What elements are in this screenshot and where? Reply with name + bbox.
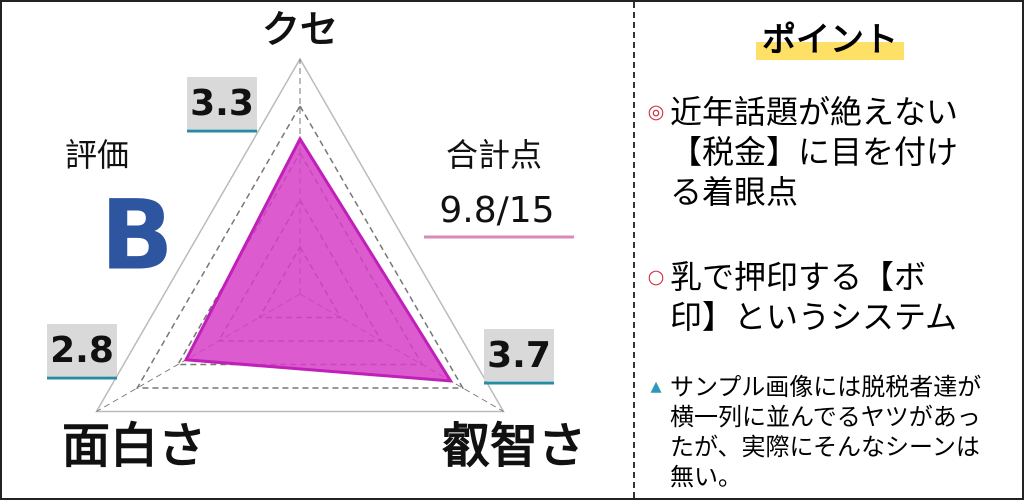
value-label: 3.3 <box>190 83 254 124</box>
value-bg <box>47 324 117 376</box>
data-area <box>183 135 454 383</box>
axis-label: 叡智さ <box>442 418 586 474</box>
grid-ring <box>95 57 505 413</box>
point-marker: ○ <box>647 265 665 288</box>
point-item: ○ 乳で押印する【ボ印】というシステム <box>642 257 970 337</box>
points-panel: ポイント ◎ 近年話題が絶えない【税金】に目を付ける着眼点 ○ 乳で押印する【ボ印】と… <box>636 2 1022 498</box>
points-title-text: ポイント <box>756 20 904 60</box>
point-item: ◎ 近年話題が絶えない【税金】に目を付ける着眼点 <box>642 92 970 212</box>
point-text: サンプル画像には脱税者達が横一列に並んでるヤツがあったが、実際にそんなシーンは無… <box>670 373 982 491</box>
spoke <box>299 293 504 412</box>
point-text: 乳で押印する【ボ印】というシステム <box>670 258 958 336</box>
rating-label: 評価 <box>65 136 129 174</box>
value-bg <box>484 329 554 381</box>
axis-label: 面白さ <box>62 418 206 474</box>
point-text: 近年話題が絶えない【税金】に目を付ける着眼点 <box>670 93 959 211</box>
radar-chart: 評価 B 合計点 9.8/15 クセ3.3 叡智さ 3.7 面白さ 2.8 <box>47 8 586 474</box>
value-bg <box>187 77 257 129</box>
rating-grade: B <box>100 179 173 291</box>
axis-label: クセ <box>262 8 338 52</box>
total-value: 9.8/15 <box>439 190 554 231</box>
value-label: 2.8 <box>50 330 114 371</box>
point-marker: ◎ <box>647 100 665 123</box>
grid-ring <box>135 104 465 389</box>
point-item: ▲ サンプル画像には脱税者達が横一列に並んでるヤツがあったが、実際にそんなシーンは… <box>642 372 982 492</box>
spoke <box>96 293 301 412</box>
total-label: 合計点 <box>446 136 542 174</box>
point-marker: ▲ <box>650 379 662 395</box>
value-label: 3.7 <box>487 335 551 376</box>
points-title: ポイント <box>636 12 1022 61</box>
